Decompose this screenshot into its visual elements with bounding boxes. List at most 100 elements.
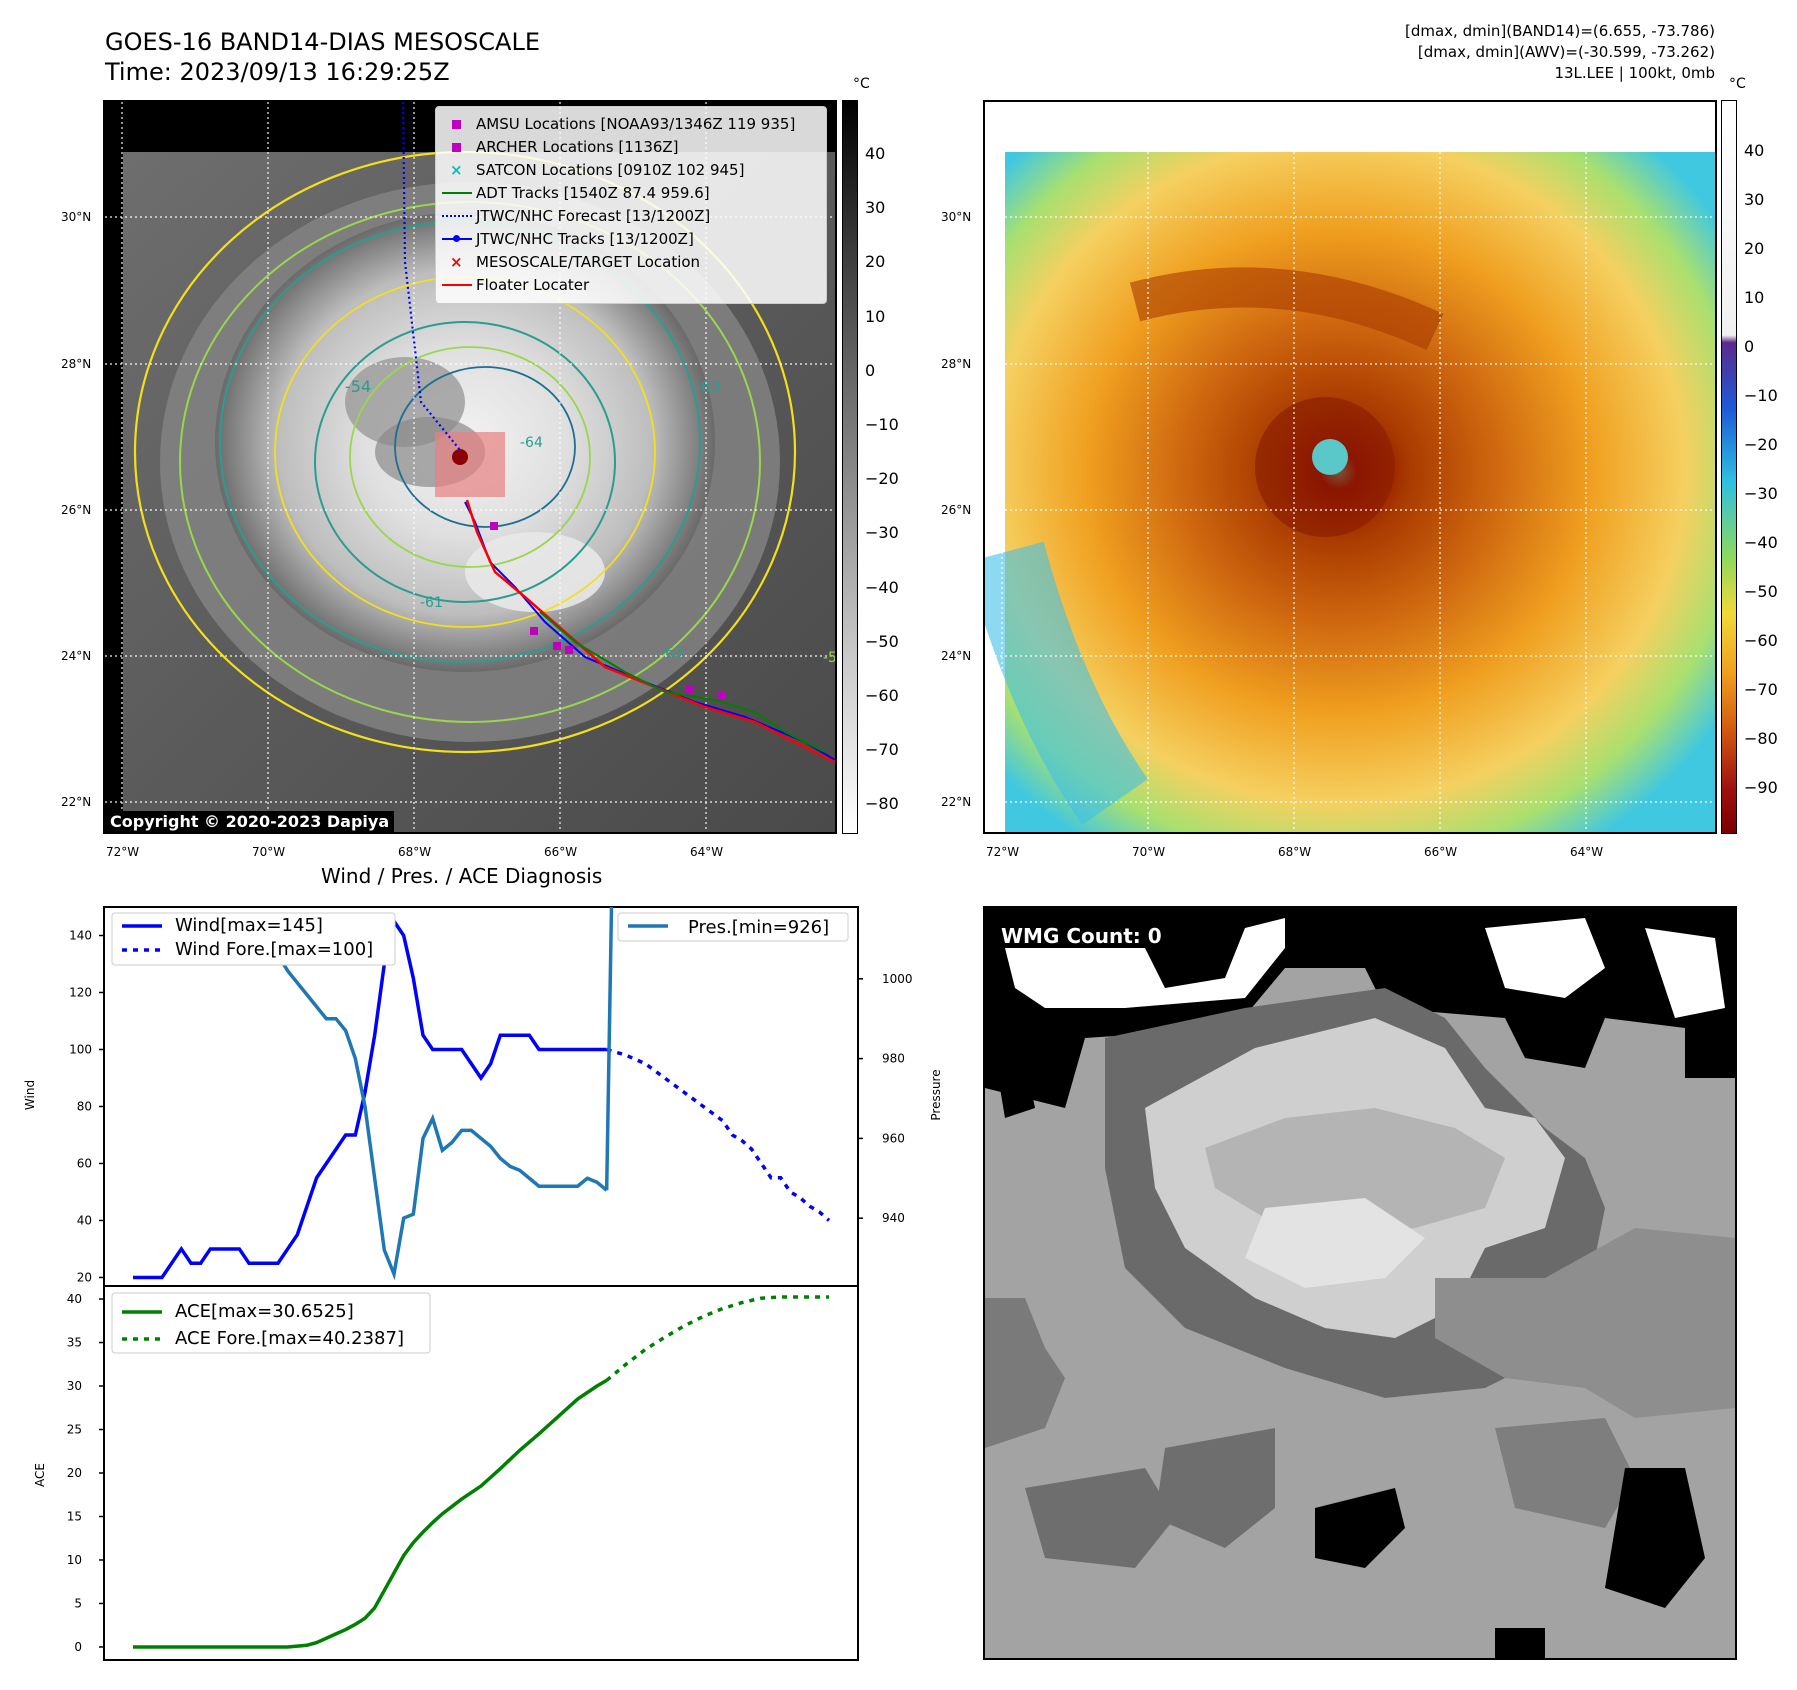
awv-range-text: [dmax, dmin](AWV)=(-30.599, -73.262) — [1417, 43, 1715, 61]
colorbar-tick-label: 20 — [865, 252, 886, 272]
legend-marker — [436, 136, 476, 158]
legend-item: JTWC/NHC Tracks [13/1200Z] — [436, 228, 694, 250]
pressure-legend: Pres.[min=926] — [617, 912, 849, 942]
legend-entry: Pres.[min=926] — [688, 917, 829, 938]
legend-item: Floater Locater — [436, 274, 589, 296]
legend-item: × SATCON Locations [0910Z 102 945] — [436, 159, 744, 181]
contour-label: -64 — [520, 435, 543, 451]
ace-ytick-label: 15 — [67, 1509, 82, 1523]
lon-tick-label: 64°W — [690, 845, 724, 859]
awv-map-panel — [983, 100, 1717, 834]
legend-label: Floater Locater — [476, 276, 590, 294]
lat-tick-label: 26°N — [941, 503, 972, 517]
legend-marker — [436, 205, 476, 227]
wind-ytick-label: 80 — [77, 1099, 92, 1113]
legend-label: MESOSCALE/TARGET Location — [476, 253, 701, 271]
lat-tick-label: 30°N — [61, 210, 92, 224]
ace-legend: ACE[max=30.6525] ACE Fore.[max=40.2387] — [111, 1292, 431, 1354]
colorbar-tick-label: −10 — [1744, 386, 1778, 405]
adt-track — [539, 611, 826, 753]
lat-tick-label: 24°N — [61, 649, 92, 663]
colorbar-tick-label: 10 — [865, 306, 886, 326]
map-graticule — [985, 102, 1715, 832]
ace-ytick-label: 40 — [67, 1292, 82, 1306]
figure-time: Time: 2023/09/13 16:29:25Z — [105, 58, 450, 86]
wmg-panel: WMG Count: 0 — [983, 906, 1737, 1660]
wind-legend: Wind[max=145] Wind Fore.[max=100] — [111, 912, 396, 966]
colorbar-tick-label: −80 — [1744, 729, 1778, 748]
legend-entry: Wind[max=145] — [175, 915, 323, 936]
legend-label: ADT Tracks [1540Z 87.4 959.6] — [476, 184, 710, 202]
legend-entry: ACE Fore.[max=40.2387] — [175, 1328, 404, 1349]
wind-ytick-label: 40 — [77, 1213, 92, 1227]
legend-label: JTWC/NHC Forecast [13/1200Z] — [476, 207, 711, 225]
storm-info-text: 13L.LEE | 100kt, 0mb — [1554, 64, 1715, 82]
colorbar-left — [842, 100, 858, 834]
lat-tick-label: 30°N — [941, 210, 972, 224]
lon-tick-label: 64°W — [1570, 845, 1604, 859]
pressure-ytick-label: 980 — [882, 1052, 905, 1066]
ace-ytick-label: 30 — [67, 1379, 82, 1393]
ir-map-panel: -54 -63 -64 -61 -63 -51 AMSU Locations [… — [103, 100, 837, 834]
legend-item: AMSU Locations [NOAA93/1346Z 119 935] — [436, 113, 795, 135]
amsu-markers — [490, 522, 725, 700]
pressure-axis-label: Pressure — [929, 1069, 940, 1120]
mesoscale-target-box — [435, 432, 505, 497]
colorbar-tick-label: −30 — [1744, 484, 1778, 503]
ace-ytick-label: 10 — [67, 1553, 82, 1567]
legend-label: JTWC/NHC Tracks [13/1200Z] — [476, 230, 694, 248]
awv-map-image — [985, 102, 1715, 832]
colorbar-tick-label: −90 — [1744, 778, 1778, 797]
contour-label: -63 — [695, 377, 721, 396]
diagnosis-title: Wind / Pres. / ACE Diagnosis — [321, 864, 603, 888]
ace-ytick-label: 25 — [67, 1423, 82, 1437]
lon-tick-label: 66°W — [544, 845, 578, 859]
legend-entry: Wind Fore.[max=100] — [175, 939, 373, 960]
colorbar-tick-label: −60 — [1744, 631, 1778, 650]
ace-series-line-0 — [133, 1378, 608, 1649]
wmg-count-label: WMG Count: 0 — [1001, 924, 1162, 948]
lon-tick-label: 72°W — [986, 845, 1020, 859]
legend-entry: ACE[max=30.6525] — [175, 1301, 354, 1322]
wind-ytick-label: 100 — [69, 1042, 92, 1056]
lon-tick-label: 72°W — [106, 845, 140, 859]
lon-tick-label: 68°W — [1278, 845, 1312, 859]
colorbar-tick-label: −70 — [865, 740, 899, 760]
colorbar-tick-label: −50 — [1744, 582, 1778, 601]
colorbar-tick-label: 10 — [1744, 288, 1765, 307]
floater-track — [465, 499, 835, 764]
series-line-3 — [604, 906, 614, 1191]
legend-marker: × — [450, 253, 463, 271]
copyright-label: Copyright © 2020-2023 Dapiya — [105, 811, 395, 832]
wind-axis-label: Wind — [23, 1080, 37, 1110]
lat-tick-label: 22°N — [61, 795, 92, 809]
wind-ytick-label: 120 — [69, 985, 92, 999]
ace-axis-label: ACE — [33, 1463, 47, 1487]
legend-label: ARCHER Locations [1136Z] — [476, 138, 679, 156]
colorbar-right — [1721, 100, 1737, 834]
lon-tick-label: 70°W — [252, 845, 286, 859]
figure-title: GOES-16 BAND14-DIAS MESOSCALE — [105, 28, 541, 56]
colorbar-tick-label: −60 — [865, 686, 899, 705]
colorbar-tick-label: −10 — [865, 415, 899, 434]
lat-tick-label: 28°N — [941, 357, 972, 371]
legend-marker: × — [450, 161, 463, 179]
colorbar-right-unit: °C — [1729, 76, 1746, 92]
lon-tick-label: 70°W — [1132, 845, 1166, 859]
legend-item: JTWC/NHC Forecast [13/1200Z] — [436, 205, 710, 227]
legend-label: AMSU Locations [NOAA93/1346Z 119 935] — [476, 115, 796, 133]
colorbar-left-unit: °C — [853, 76, 870, 92]
ace-ytick-label: 5 — [74, 1596, 82, 1610]
colorbar-tick-label: −30 — [865, 523, 899, 543]
colorbar-tick-label: 0 — [1744, 337, 1755, 356]
colorbar-tick-label: −70 — [1744, 680, 1778, 699]
series-line-0 — [133, 916, 607, 1280]
lat-tick-label: 26°N — [61, 503, 92, 517]
colorbar-tick-label: 20 — [1744, 239, 1765, 258]
colorbar-tick-label: −80 — [865, 794, 899, 814]
colorbar-tick-label: 0 — [865, 360, 876, 380]
series-line-1 — [606, 1047, 831, 1222]
lat-tick-label: 28°N — [61, 357, 92, 371]
colorbar-tick-label: 30 — [1744, 190, 1765, 209]
ace-ytick-label: 20 — [67, 1466, 82, 1480]
